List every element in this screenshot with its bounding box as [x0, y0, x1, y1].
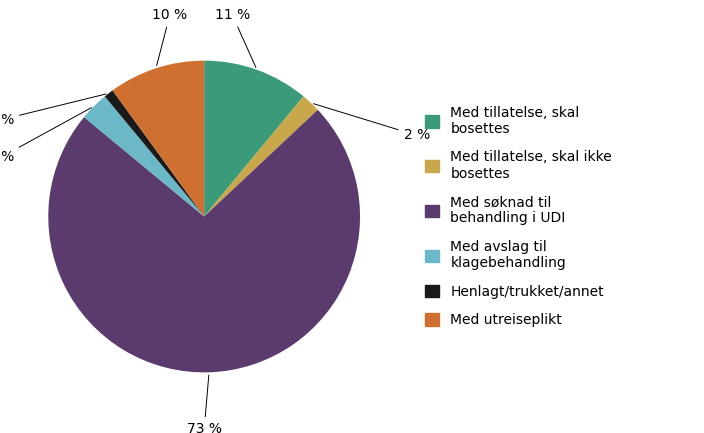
Wedge shape — [204, 61, 303, 216]
Text: 2 %: 2 % — [313, 103, 430, 142]
Wedge shape — [49, 110, 360, 372]
Wedge shape — [105, 90, 204, 216]
Text: 73 %: 73 % — [187, 375, 222, 433]
Text: 1 %: 1 % — [0, 94, 106, 127]
Text: 3 %: 3 % — [0, 108, 92, 164]
Text: 10 %: 10 % — [152, 8, 187, 65]
Wedge shape — [113, 61, 204, 216]
Wedge shape — [204, 97, 318, 216]
Wedge shape — [84, 97, 204, 216]
Legend: Med tillatelse, skal
bosettes, Med tillatelse, skal ikke
bosettes, Med søknad ti: Med tillatelse, skal bosettes, Med tilla… — [425, 106, 612, 327]
Text: 11 %: 11 % — [215, 8, 256, 67]
